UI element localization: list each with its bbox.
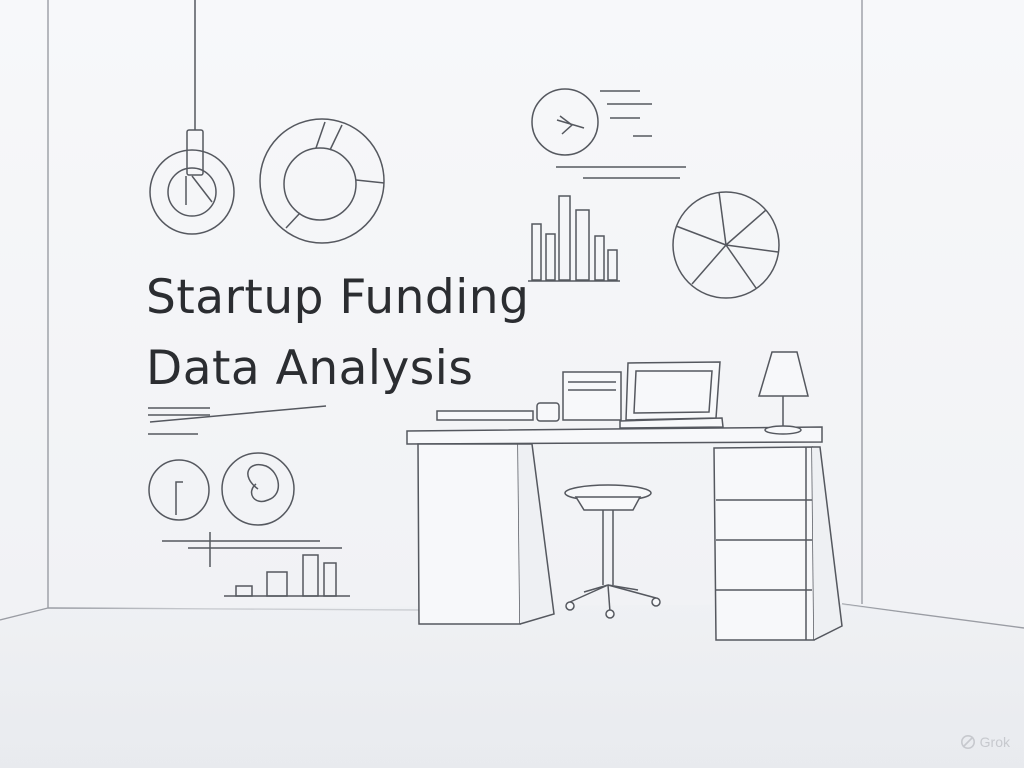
headline-line-1: Startup Funding — [146, 270, 530, 325]
grok-logo-icon — [960, 735, 975, 749]
small-pie-chart — [531, 88, 599, 156]
headline-line-2: Data Analysis — [146, 341, 474, 396]
legend-lines — [556, 90, 686, 179]
right-pie-chart — [672, 191, 780, 299]
floor — [0, 604, 1024, 768]
pendant-lamp — [149, 0, 235, 235]
text-lines-left — [148, 405, 327, 435]
stool — [564, 484, 661, 619]
large-donut-chart — [259, 118, 385, 244]
desk — [406, 426, 843, 641]
desk-items — [436, 361, 724, 429]
watermark-label: Grok — [979, 734, 1010, 750]
headline: Startup Funding Data Analysis — [146, 262, 529, 404]
watermark: Grok — [960, 734, 1010, 750]
top-bar-chart — [528, 195, 620, 282]
bottom-left-charts — [148, 452, 350, 597]
table-lamp — [757, 351, 809, 435]
